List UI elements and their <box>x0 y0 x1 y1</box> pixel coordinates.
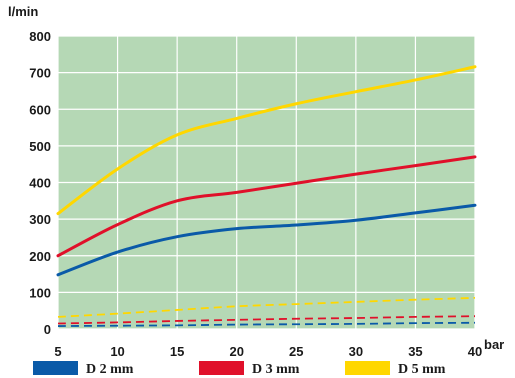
y-tick-label: 100 <box>29 285 51 300</box>
y-tick-label: 600 <box>29 102 51 117</box>
x-tick-label: 30 <box>349 344 363 359</box>
series-line-0 <box>56 203 477 277</box>
x-axis-ticks: 5 10 15 20 25 30 35 40 <box>54 344 482 359</box>
y-tick-label: 400 <box>29 176 51 191</box>
y-tick-label: 700 <box>29 66 51 81</box>
grid <box>57 35 476 330</box>
x-tick-label: 20 <box>229 344 243 359</box>
legend-label: D 2 mm <box>86 362 134 377</box>
x-tick-label: 15 <box>170 344 184 359</box>
x-tick-label: 35 <box>408 344 422 359</box>
y-tick-label: 200 <box>29 249 51 264</box>
y-tick-label: 300 <box>29 212 51 227</box>
series-line-1 <box>56 155 477 258</box>
x-tick-label: 25 <box>289 344 303 359</box>
legend-label: D 5 mm <box>398 362 446 377</box>
series-dashed-line-5 <box>57 296 476 318</box>
y-tick-label: 800 <box>29 29 51 44</box>
series-dashed-line-3 <box>57 321 476 327</box>
legend: D 2 mm D 3 mm D 5 mm <box>33 361 446 377</box>
legend-swatch <box>345 361 390 375</box>
y-tick-label: 0 <box>44 322 51 337</box>
x-tick-label: 40 <box>468 344 482 359</box>
y-tick-label: 500 <box>29 139 51 154</box>
series-dashed-line-4 <box>57 315 476 325</box>
series-layer <box>56 65 477 327</box>
legend-swatch <box>33 361 78 375</box>
legend-swatch <box>199 361 244 375</box>
x-tick-label: 5 <box>54 344 61 359</box>
y-axis-ticks: 0 100 200 300 400 500 600 700 800 <box>29 29 51 337</box>
y-axis-unit: l/min <box>8 4 38 19</box>
x-tick-label: 10 <box>110 344 124 359</box>
series-line-2 <box>56 65 477 216</box>
legend-label: D 3 mm <box>252 362 300 377</box>
x-axis-unit: bar <box>484 337 504 352</box>
